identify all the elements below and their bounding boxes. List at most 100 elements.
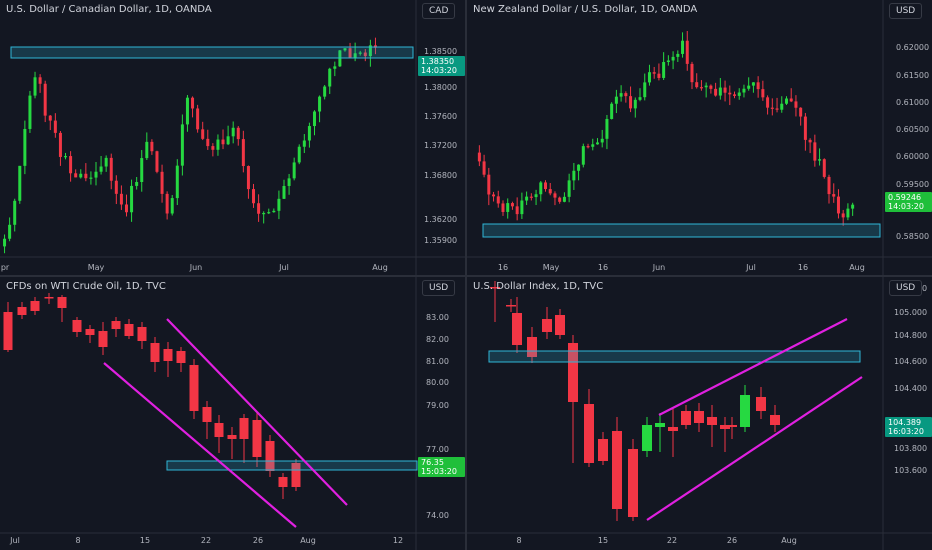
candle-body <box>265 441 275 471</box>
chart-title: U.S. Dollar / Canadian Dollar, 1D, OANDA <box>6 4 212 15</box>
candle-body <box>568 343 578 402</box>
candle-body <box>130 185 134 213</box>
candle-body <box>718 87 722 96</box>
candle-body <box>287 178 291 186</box>
currency-button[interactable]: CAD <box>422 3 456 19</box>
x-tick-label: 8 <box>516 536 521 545</box>
candle-body <box>231 127 235 137</box>
candle-body <box>13 200 17 225</box>
candle-body <box>555 315 565 335</box>
candle-body <box>358 52 362 54</box>
candle-body <box>114 180 118 194</box>
candle-body <box>241 139 245 167</box>
x-tick-label: May <box>88 263 105 272</box>
candle-body <box>8 224 12 239</box>
candle-body <box>510 203 514 207</box>
y-tick-label: 0.61500 <box>896 71 929 80</box>
candle-body <box>196 108 200 130</box>
candle-body <box>740 395 750 427</box>
channel-line-lower <box>646 376 863 521</box>
y-tick-label: 0.59500 <box>896 180 929 189</box>
candle-body <box>165 193 169 214</box>
candle-body <box>662 62 666 78</box>
x-tick-label: Aug <box>300 536 316 545</box>
y-tick-label: 82.00 <box>426 335 449 344</box>
candle-body <box>813 142 817 161</box>
x-tick-label: Aug <box>372 263 388 272</box>
candle-body <box>614 96 618 104</box>
currency-button[interactable]: USD <box>889 280 923 296</box>
y-tick-label: 77.00 <box>426 445 449 454</box>
candle-body <box>89 177 93 179</box>
x-tick-label: Jun <box>189 263 203 272</box>
candle-body <box>728 92 732 95</box>
currency-button[interactable]: USD <box>889 3 923 19</box>
y-tick-label: 1.36800 <box>424 171 457 180</box>
candle-body <box>239 418 249 439</box>
candle-body <box>619 93 623 97</box>
candle-body <box>633 99 637 109</box>
candle-body <box>84 173 88 179</box>
candle-body <box>766 97 770 108</box>
y-tick-label: 103.600 <box>894 466 927 475</box>
candle-body <box>492 194 496 197</box>
candle-body <box>278 477 288 487</box>
candle-body <box>572 170 576 181</box>
y-tick-label: 104.600 <box>894 357 927 366</box>
candle-body <box>638 97 642 100</box>
candle-body <box>124 204 128 213</box>
y-tick-label: 0.58500 <box>896 232 929 241</box>
usdcad-plot[interactable]: 1.38500 1.38000 1.37600 1.37200 1.36800 1.362… <box>0 0 465 275</box>
candle-body <box>655 423 665 427</box>
x-tick-label: 22 <box>667 536 677 545</box>
chart-pane-nzdusd[interactable]: 0.62000 0.61500 0.61000 0.60500 0.60000 0.595… <box>467 0 932 275</box>
candle-body <box>681 411 691 425</box>
candle-body <box>246 166 250 190</box>
chart-title: New Zealand Dollar / U.S. Dollar, 1D, OA… <box>473 4 698 15</box>
pane-divider-horizontal[interactable] <box>0 275 932 277</box>
candle-body <box>733 94 737 96</box>
candle-body <box>490 287 500 289</box>
candle-body <box>302 140 306 147</box>
candle-body <box>756 82 760 90</box>
candle-body <box>262 212 266 215</box>
candle-body <box>267 212 271 214</box>
candle-body <box>145 141 149 159</box>
candle-body <box>477 152 481 162</box>
chart-pane-usdcad[interactable]: 1.38500 1.38000 1.37600 1.37200 1.36800 1.362… <box>0 0 465 275</box>
channel-line-upper <box>166 318 348 506</box>
currency-button[interactable]: USD <box>422 280 456 296</box>
candle-body <box>333 66 337 69</box>
candle-body <box>221 139 225 145</box>
price-tag <box>418 457 465 477</box>
candle-body <box>160 171 164 194</box>
y-tick-label: 103.800 <box>894 444 927 453</box>
candle-body <box>282 185 286 199</box>
candle-body <box>252 189 256 204</box>
wti-plot[interactable]: 83.00 82.00 81.00 80.00 79.00 77.00 74.00 76.35… <box>0 277 465 550</box>
x-tick-label: pr <box>1 263 10 272</box>
candle-body <box>79 173 83 178</box>
candle-body <box>312 111 316 127</box>
candle-body <box>119 193 123 205</box>
chart-pane-wti[interactable]: 83.00 82.00 81.00 80.00 79.00 77.00 74.00 76.35… <box>0 277 465 550</box>
candle-body <box>647 72 651 83</box>
dxy-plot[interactable]: 105.200105.000104.800104.600104.400104.0… <box>467 277 932 550</box>
candle-body <box>584 404 594 463</box>
x-tick-label: 26 <box>727 536 737 545</box>
candle-body <box>44 297 54 299</box>
chart-pane-dxy[interactable]: 105.200105.000104.800104.600104.400104.0… <box>467 277 932 550</box>
candle-body <box>666 60 670 63</box>
y-tick-label: 0.60000 <box>896 152 929 161</box>
candle-body <box>794 101 798 108</box>
y-tick-label: 80.00 <box>426 378 449 387</box>
candle-body <box>770 415 780 425</box>
channel-line-lower <box>103 362 297 528</box>
nzdusd-plot[interactable]: 0.62000 0.61500 0.61000 0.60500 0.60000 0.595… <box>467 0 932 275</box>
x-tick-label: Jun <box>652 263 666 272</box>
candle-body <box>30 301 40 311</box>
candle-body <box>512 313 522 345</box>
candle-body <box>784 98 788 104</box>
candle-body <box>610 103 614 119</box>
price-tag <box>885 192 932 212</box>
